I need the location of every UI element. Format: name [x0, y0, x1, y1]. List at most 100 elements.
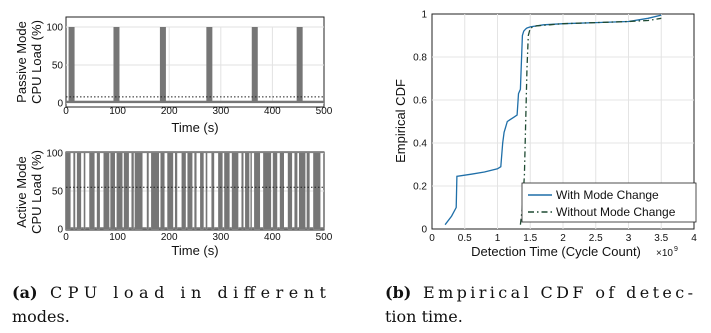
load-burst: [103, 153, 110, 229]
caption-a: (a) CPU load in different modes.: [12, 283, 327, 326]
cdf-line-without-mode-change: [519, 17, 662, 225]
load-burst: [205, 153, 208, 229]
load-burst: [273, 153, 278, 229]
load-burst: [306, 153, 310, 229]
load-burst: [131, 153, 134, 229]
load-burst: [245, 153, 250, 229]
active-cpu-series: [66, 153, 325, 230]
y-tick-label: 100: [46, 149, 63, 160]
load-burst: [313, 153, 321, 229]
active-mode-chart: 0 100 200 300 400 500 0 50 100 Time (s) Active M…: [14, 149, 333, 259]
x-tick-label: 2.5: [589, 233, 603, 244]
load-burst: [167, 153, 174, 229]
caption-a-label: (a): [12, 283, 38, 302]
load-burst: [110, 153, 115, 229]
active-ylabel-line2: CPU Load (%): [29, 150, 44, 234]
y-tick-label: 0.6: [413, 96, 427, 107]
load-burst: [89, 153, 95, 229]
load-burst: [194, 153, 197, 229]
active-xlabel: Time (s): [171, 243, 218, 258]
y-tick-label: 1: [421, 10, 427, 21]
load-burst: [66, 153, 71, 229]
caption-b: (b) Empirical CDF of detec- tion time.: [385, 283, 693, 326]
caption-b-line1: Empirical CDF of detec-: [423, 283, 693, 302]
load-burst: [116, 153, 123, 229]
load-burst: [83, 153, 86, 229]
x-tick-label: 3.5: [654, 233, 668, 244]
x-tick-label: 500: [316, 232, 333, 243]
cdf-x-multiplier-exponent: 9: [674, 246, 678, 253]
baseline-load-band: [66, 100, 324, 103]
y-tick-label: 0: [57, 225, 63, 236]
load-burst: [263, 153, 272, 229]
x-tick-label: 4: [691, 233, 697, 244]
load-burst: [174, 153, 178, 229]
x-tick-label: 1: [495, 233, 501, 244]
load-burst: [279, 153, 284, 229]
load-burst: [254, 153, 261, 229]
caption-a-line2: modes.: [12, 307, 70, 326]
x-tick-label: 0: [63, 232, 69, 243]
y-tick-label: 0.4: [413, 139, 427, 150]
x-tick-label: 100: [109, 232, 126, 243]
x-tick-label: 400: [264, 232, 281, 243]
cdf-x-multiplier: ×10: [656, 248, 673, 259]
y-tick-label: 50: [52, 61, 64, 72]
x-tick-label: 300: [212, 106, 229, 117]
x-tick-label: 1.5: [523, 233, 537, 244]
x-tick-label: 0: [429, 233, 435, 244]
load-spike: [159, 27, 166, 103]
load-burst: [146, 153, 149, 229]
y-tick-label: 50: [52, 187, 64, 198]
load-burst: [218, 153, 223, 229]
passive-plot-frame: [65, 16, 325, 108]
load-spike: [206, 27, 213, 103]
legend-label-without-mode-change: Without Mode Change: [556, 205, 676, 219]
load-burst: [134, 153, 143, 229]
x-tick-label: 0: [63, 106, 69, 117]
load-burst: [224, 153, 230, 229]
passive-cpu-series: [66, 27, 324, 103]
load-burst: [151, 153, 160, 229]
load-burst: [211, 153, 215, 229]
load-burst: [187, 153, 193, 229]
load-burst: [76, 153, 82, 229]
load-burst: [160, 153, 165, 229]
cdf-legend: With Mode Change Without Mode Change: [521, 182, 697, 223]
x-tick-label: 2: [560, 233, 566, 244]
x-tick-label: 200: [161, 106, 178, 117]
caption-a-line1: CPU load in different: [50, 283, 327, 302]
load-spike: [113, 27, 120, 103]
y-tick-label: 0.8: [413, 53, 427, 64]
cdf-chart: 0 0.5 1 1.5 2 2.5 3 3.5 4 0 0.2 0.4 0.6 0.8 1 Empirica…: [393, 10, 697, 260]
load-burst: [294, 153, 298, 229]
cdf-ylabel: Empirical CDF: [393, 79, 408, 163]
caption-b-line2: tion time.: [385, 307, 463, 326]
cdf-xlabel: Detection Time (Cycle Count): [471, 244, 641, 259]
x-tick-label: 500: [316, 106, 333, 117]
load-burst: [299, 153, 306, 229]
passive-ylabel-line2: CPU Load (%): [29, 20, 44, 104]
x-tick-label: 200: [161, 232, 178, 243]
y-tick-label: 100: [46, 23, 63, 34]
load-burst: [200, 153, 204, 229]
caption-b-label: (b): [385, 283, 411, 302]
load-burst: [123, 153, 129, 229]
load-spike: [68, 27, 75, 103]
x-tick-label: 100: [109, 106, 126, 117]
x-tick-label: 300: [212, 232, 229, 243]
load-burst: [241, 153, 244, 229]
load-burst: [231, 153, 239, 229]
passive-mode-chart: 0 100 200 300 400 500 0 50 100 Time (s) Passive …: [14, 16, 333, 135]
passive-ylabel-line1: Passive Mode: [14, 21, 29, 103]
y-tick-label: 0: [57, 99, 63, 110]
x-tick-label: 3: [626, 233, 632, 244]
load-burst: [250, 153, 252, 229]
load-burst: [96, 153, 100, 229]
y-tick-label: 0.2: [413, 182, 427, 193]
load-burst: [73, 153, 76, 229]
legend-box: [521, 182, 697, 223]
x-tick-label: 0.5: [458, 233, 472, 244]
passive-xlabel: Time (s): [171, 120, 218, 135]
load-burst: [181, 153, 186, 229]
